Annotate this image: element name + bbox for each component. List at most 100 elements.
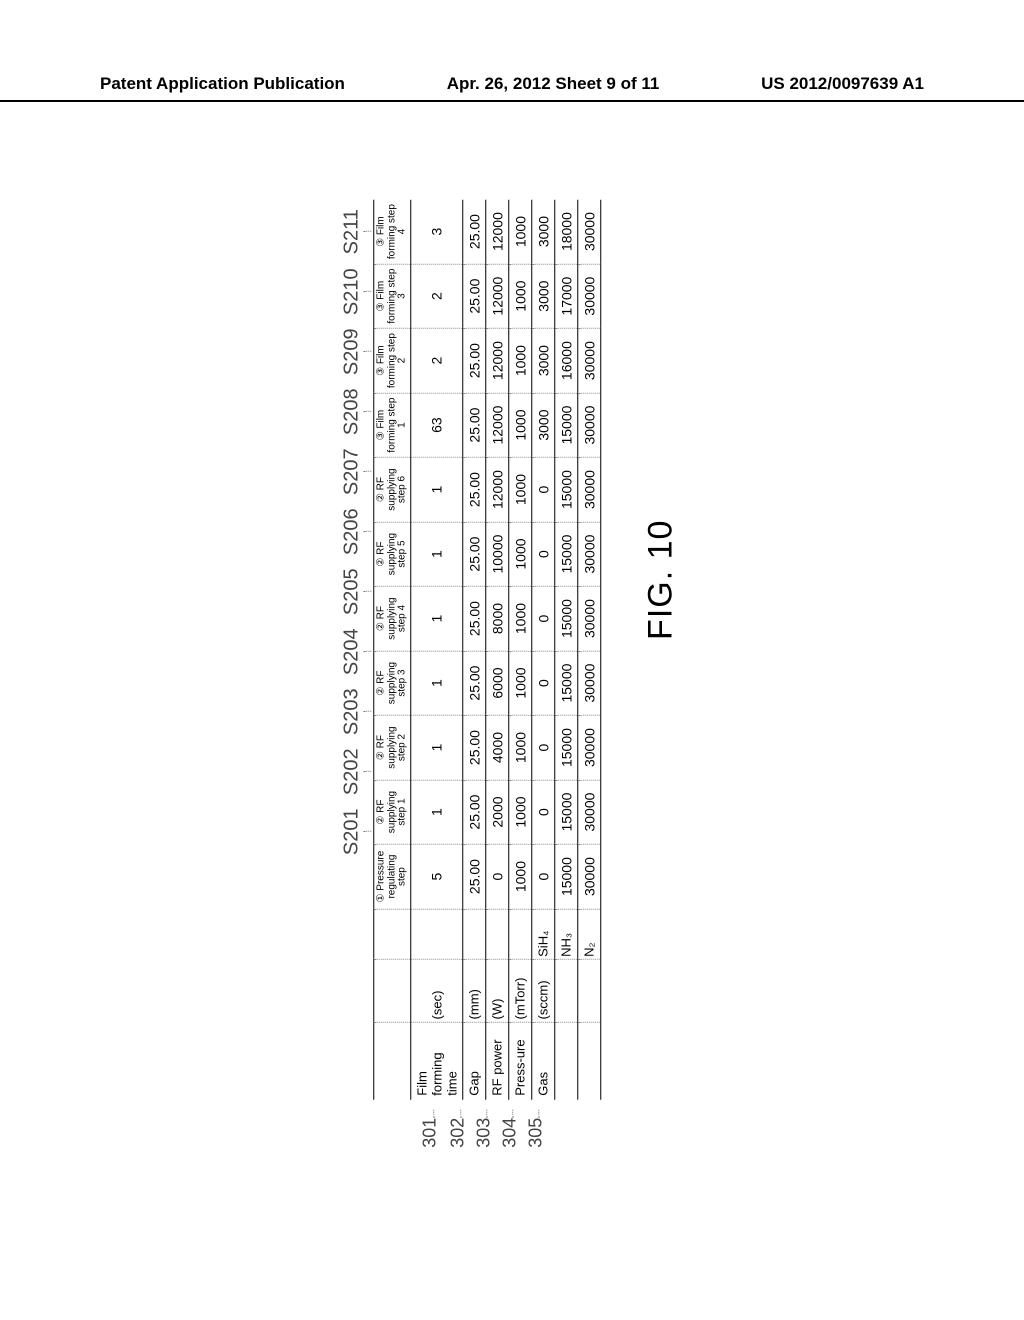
cell: 30000 [577, 264, 600, 328]
step-label: S201 [340, 802, 363, 862]
table-header-row: ① Pressure regulating step ② RF supplyin… [374, 200, 411, 1100]
row-unit: (mTorr) [508, 960, 531, 1023]
cell: 1 [410, 587, 462, 652]
row-label: Film forming time [410, 1022, 462, 1100]
cell: 25.00 [462, 264, 485, 328]
cell: 15000 [554, 458, 577, 523]
cell: 30000 [577, 587, 600, 652]
cell: 30000 [577, 522, 600, 587]
cell: 1 [410, 651, 462, 716]
step-label: S204 [340, 622, 363, 682]
cell: 15000 [554, 522, 577, 587]
step-label: S211 [340, 202, 363, 262]
cell: 3000 [531, 393, 554, 457]
cell: 25.00 [462, 200, 485, 264]
row-label: Gas [531, 1022, 554, 1100]
step-label: S206 [340, 502, 363, 562]
header-center: Apr. 26, 2012 Sheet 9 of 11 [447, 74, 660, 94]
cell: 8000 [485, 587, 508, 652]
row-gas: N₂ [577, 909, 600, 960]
cell: 1000 [508, 264, 531, 328]
cell: 4000 [485, 716, 508, 781]
row-id: 304 [499, 1118, 525, 1148]
cell: 1 [410, 716, 462, 781]
cell: 30000 [577, 651, 600, 716]
cell: 25.00 [462, 587, 485, 652]
cell: 3 [410, 200, 462, 264]
col-header: ③ Film forming step 1 [374, 393, 411, 457]
cell: 1 [410, 780, 462, 845]
step-label: S210 [340, 262, 363, 322]
cell: 1000 [508, 780, 531, 845]
cell: 16000 [554, 329, 577, 393]
cell: 1000 [508, 522, 531, 587]
cell: 15000 [554, 651, 577, 716]
cell: 1 [410, 458, 462, 523]
row-label [577, 1022, 600, 1100]
cell: 0 [531, 587, 554, 652]
cell: 15000 [554, 716, 577, 781]
cell: 30000 [577, 716, 600, 781]
blank-cell [374, 909, 411, 960]
table-row: Gap (mm) 25.00 25.00 25.00 25.00 25.00 2… [462, 200, 485, 1100]
cell: 30000 [577, 780, 600, 845]
table-row: RF power (W) 0 2000 4000 6000 8000 10000… [485, 200, 508, 1100]
table-row: Film forming time (sec) 5 1 1 1 1 1 1 63… [410, 200, 462, 1100]
cell: 1000 [508, 716, 531, 781]
cell: 2 [410, 264, 462, 328]
cell: 25.00 [462, 522, 485, 587]
row-gas: NH₃ [554, 909, 577, 960]
cell: 2 [410, 329, 462, 393]
row-unit: (W) [485, 960, 508, 1023]
row-id-labels: 301 302 303 304 305 [419, 1118, 551, 1148]
row-label: Gap [462, 1022, 485, 1100]
table-row: Gas (sccm) SiH₄ 0 0 0 0 0 0 0 3000 3000 … [531, 200, 554, 1100]
cell: 30000 [577, 458, 600, 523]
cell: 30000 [577, 845, 600, 910]
cell: 30000 [577, 200, 600, 264]
col-header: ③ Film forming step 2 [374, 329, 411, 393]
cell: 0 [485, 845, 508, 910]
row-unit: (sccm) [531, 960, 554, 1023]
row-gas: SiH₄ [531, 909, 554, 960]
row-id: 301 [419, 1118, 447, 1148]
row-unit [554, 960, 577, 1023]
cell: 25.00 [462, 651, 485, 716]
cell: 0 [531, 458, 554, 523]
col-header: ② RF supplying step 6 [374, 458, 411, 523]
cell: 0 [531, 780, 554, 845]
row-id: 302 [447, 1118, 473, 1148]
process-table: ① Pressure regulating step ② RF supplyin… [373, 200, 601, 1100]
cell: 0 [531, 651, 554, 716]
blank-cell [374, 960, 411, 1023]
col-header: ③ Film forming step 4 [374, 200, 411, 264]
header-right: US 2012/0097639 A1 [761, 74, 924, 94]
cell: 15000 [554, 845, 577, 910]
step-label: S205 [340, 562, 363, 622]
cell: 6000 [485, 651, 508, 716]
table-row: NH₃ 15000 15000 15000 15000 15000 15000 … [554, 200, 577, 1100]
cell: 12000 [485, 393, 508, 457]
cell: 15000 [554, 393, 577, 457]
row-label: Press-ure [508, 1022, 531, 1100]
col-header: ③ Film forming step 3 [374, 264, 411, 328]
step-label: S208 [340, 382, 363, 442]
table-row: N₂ 30000 30000 30000 30000 30000 30000 3… [577, 200, 600, 1100]
cell: 3000 [531, 329, 554, 393]
cell: 18000 [554, 200, 577, 264]
row-id: 305 [525, 1118, 551, 1148]
cell: 12000 [485, 458, 508, 523]
step-label: S202 [340, 742, 363, 802]
cell: 25.00 [462, 780, 485, 845]
col-header: ② RF supplying step 1 [374, 780, 411, 845]
cell: 2000 [485, 780, 508, 845]
cell: 25.00 [462, 393, 485, 457]
cell: 1000 [508, 329, 531, 393]
cell: 30000 [577, 329, 600, 393]
row-label: RF power [485, 1022, 508, 1100]
col-header: ② RF supplying step 2 [374, 716, 411, 781]
cell: 1000 [508, 393, 531, 457]
cell: 15000 [554, 780, 577, 845]
cell: 12000 [485, 200, 508, 264]
col-header: ② RF supplying step 5 [374, 522, 411, 587]
